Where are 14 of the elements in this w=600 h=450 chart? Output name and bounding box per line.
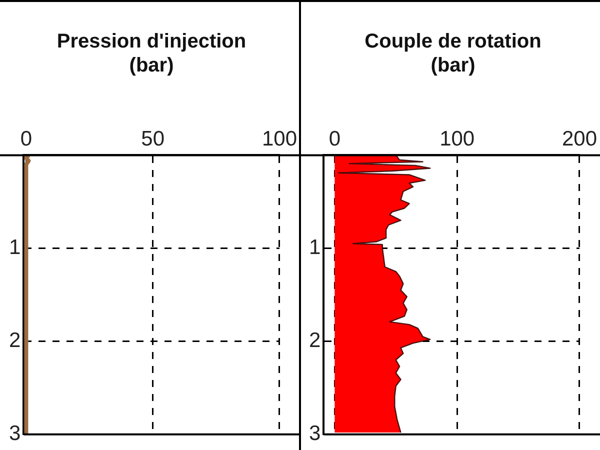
y-tick-label: 1 [8,236,21,260]
chart-title: Pression d'injection (bar) [56,30,246,77]
y-tick-label: 2 [8,329,21,352]
x-tick-label: 100 [262,127,298,150]
chart-title: Couple de rotation (bar) [364,30,542,77]
y-tick-label: 3 [8,422,21,446]
y-tick-label: 2 [308,329,321,352]
y-tick-label: 3 [308,422,321,446]
x-tick-label: 0 [20,127,32,150]
x-tick-label: 0 [328,127,341,150]
x-tick-label: 200 [562,127,598,150]
x-tick-label: 50 [141,127,165,150]
y-tick-label: 1 [308,236,321,260]
x-tick-label: 100 [440,127,475,150]
